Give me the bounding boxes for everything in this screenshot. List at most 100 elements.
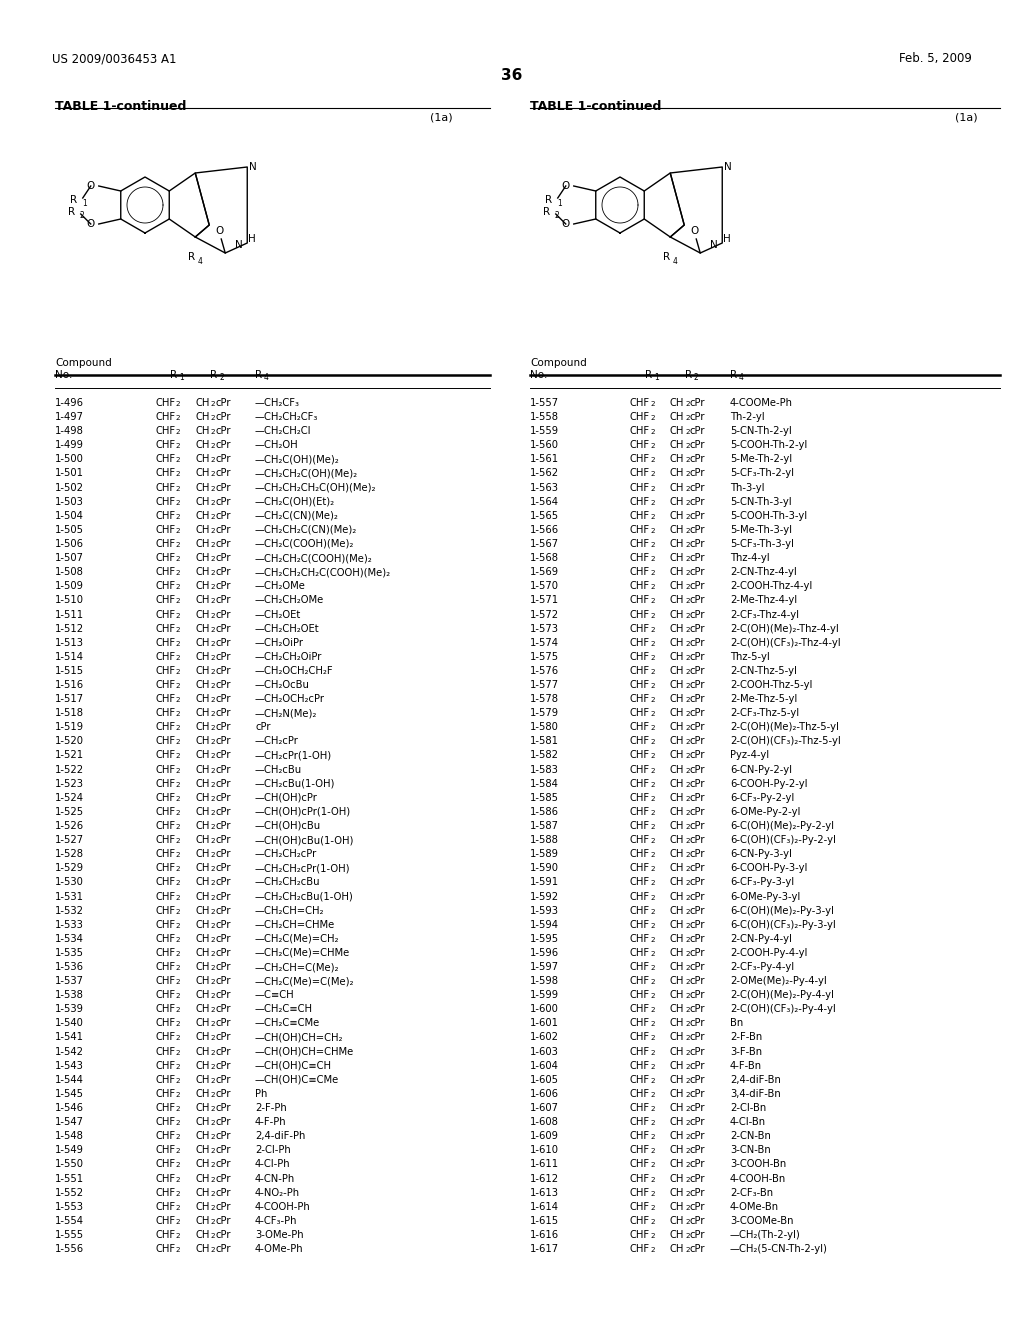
Text: 2: 2 <box>210 669 215 675</box>
Text: 1-532: 1-532 <box>55 906 84 916</box>
Text: 2: 2 <box>210 1049 215 1056</box>
Text: cPr: cPr <box>215 595 230 606</box>
Text: 1-513: 1-513 <box>55 638 84 648</box>
Text: CHF: CHF <box>630 399 650 408</box>
Text: CH: CH <box>195 469 209 479</box>
Text: 4-COOH-Ph: 4-COOH-Ph <box>255 1201 310 1212</box>
Text: —CH₂C(Me)=C(Me)₂: —CH₂C(Me)=C(Me)₂ <box>255 975 354 986</box>
Text: —CH₂CH₂C(COOH)(Me)₂: —CH₂CH₂C(COOH)(Me)₂ <box>255 553 373 564</box>
Text: CH: CH <box>670 525 684 535</box>
Text: 1-530: 1-530 <box>55 878 84 887</box>
Text: CH: CH <box>195 821 209 832</box>
Text: 6-C(OH)(Me)₂-Py-3-yl: 6-C(OH)(Me)₂-Py-3-yl <box>730 906 834 916</box>
Text: CHF: CHF <box>155 1146 175 1155</box>
Text: CH: CH <box>195 1243 209 1254</box>
Text: 1-602: 1-602 <box>530 1032 559 1043</box>
Text: 1-574: 1-574 <box>530 638 559 648</box>
Text: 2: 2 <box>685 923 689 929</box>
Text: 2: 2 <box>210 500 215 506</box>
Text: 1: 1 <box>82 199 86 209</box>
Text: N: N <box>249 162 257 172</box>
Text: cPr: cPr <box>690 469 706 479</box>
Text: CH: CH <box>195 441 209 450</box>
Text: CH: CH <box>670 568 684 577</box>
Text: cPr: cPr <box>215 933 230 944</box>
Text: cPr: cPr <box>690 990 706 1001</box>
Text: 5-COOH-Th-2-yl: 5-COOH-Th-2-yl <box>730 441 807 450</box>
Text: 2-CN-Thz-5-yl: 2-CN-Thz-5-yl <box>730 665 797 676</box>
Text: 2: 2 <box>685 1078 689 1084</box>
Text: 2: 2 <box>175 739 179 746</box>
Text: cPr: cPr <box>690 454 706 465</box>
Text: cPr: cPr <box>215 975 230 986</box>
Text: CHF: CHF <box>155 511 175 521</box>
Text: 2: 2 <box>210 880 215 887</box>
Text: 1-538: 1-538 <box>55 990 84 1001</box>
Text: 6-OMe-Py-3-yl: 6-OMe-Py-3-yl <box>730 891 800 902</box>
Text: 1-528: 1-528 <box>55 849 84 859</box>
Text: 2: 2 <box>685 1148 689 1154</box>
Text: 2: 2 <box>175 444 179 449</box>
Text: 2: 2 <box>685 979 689 985</box>
Text: 1-571: 1-571 <box>530 595 559 606</box>
Text: 2: 2 <box>175 923 179 929</box>
Text: CH: CH <box>670 948 684 958</box>
Text: cPr: cPr <box>690 1074 706 1085</box>
Text: 1-616: 1-616 <box>530 1230 559 1239</box>
Text: 2: 2 <box>685 796 689 801</box>
Text: CHF: CHF <box>630 1089 650 1098</box>
Text: CH: CH <box>670 1061 684 1071</box>
Text: 2: 2 <box>175 528 179 533</box>
Text: 2: 2 <box>175 1007 179 1014</box>
Text: cPr: cPr <box>690 962 706 972</box>
Text: 2: 2 <box>685 627 689 632</box>
Text: CH: CH <box>670 1005 684 1014</box>
Text: cPr: cPr <box>215 680 230 690</box>
Text: cPr: cPr <box>690 1173 706 1184</box>
Text: 2: 2 <box>685 655 689 661</box>
Text: cPr: cPr <box>690 779 706 789</box>
Text: US 2009/0036453 A1: US 2009/0036453 A1 <box>52 51 176 65</box>
Text: —CH₂CF₃: —CH₂CF₃ <box>255 399 300 408</box>
Text: CH: CH <box>670 426 684 436</box>
Text: CH: CH <box>670 1089 684 1098</box>
Text: 2: 2 <box>685 682 689 689</box>
Text: 2: 2 <box>175 458 179 463</box>
Text: CHF: CHF <box>630 1216 650 1226</box>
Text: CHF: CHF <box>630 1032 650 1043</box>
Text: cPr: cPr <box>215 1173 230 1184</box>
Text: Th-2-yl: Th-2-yl <box>730 412 765 422</box>
Text: CH: CH <box>670 1243 684 1254</box>
Text: CH: CH <box>195 638 209 648</box>
Text: 2: 2 <box>685 1007 689 1014</box>
Text: 2: 2 <box>175 1247 179 1253</box>
Text: 2: 2 <box>685 1035 689 1041</box>
Text: 2-CN-Bn: 2-CN-Bn <box>730 1131 771 1142</box>
Text: 2: 2 <box>685 853 689 858</box>
Text: 2: 2 <box>685 1134 689 1140</box>
Text: 2: 2 <box>685 1106 689 1111</box>
Text: 1-560: 1-560 <box>530 441 559 450</box>
Text: CHF: CHF <box>155 849 175 859</box>
Text: 2: 2 <box>650 1007 654 1014</box>
Text: 2-C(OH)(Me)₂-Thz-4-yl: 2-C(OH)(Me)₂-Thz-4-yl <box>730 623 839 634</box>
Text: 2: 2 <box>650 682 654 689</box>
Text: 2: 2 <box>650 1247 654 1253</box>
Text: cPr: cPr <box>215 426 230 436</box>
Text: R: R <box>170 370 177 380</box>
Text: CH: CH <box>670 1216 684 1226</box>
Text: CH: CH <box>670 1230 684 1239</box>
Text: 36: 36 <box>502 69 522 83</box>
Text: 2: 2 <box>685 810 689 816</box>
Text: 2: 2 <box>175 500 179 506</box>
Text: cPr: cPr <box>215 694 230 704</box>
Text: 1-579: 1-579 <box>530 709 559 718</box>
Text: No.: No. <box>55 370 73 380</box>
Text: CHF: CHF <box>155 1117 175 1127</box>
Text: cPr: cPr <box>215 638 230 648</box>
Text: 1-572: 1-572 <box>530 610 559 619</box>
Text: CHF: CHF <box>155 694 175 704</box>
Text: 2: 2 <box>650 810 654 816</box>
Text: 2: 2 <box>175 725 179 731</box>
Text: 1-555: 1-555 <box>55 1230 84 1239</box>
